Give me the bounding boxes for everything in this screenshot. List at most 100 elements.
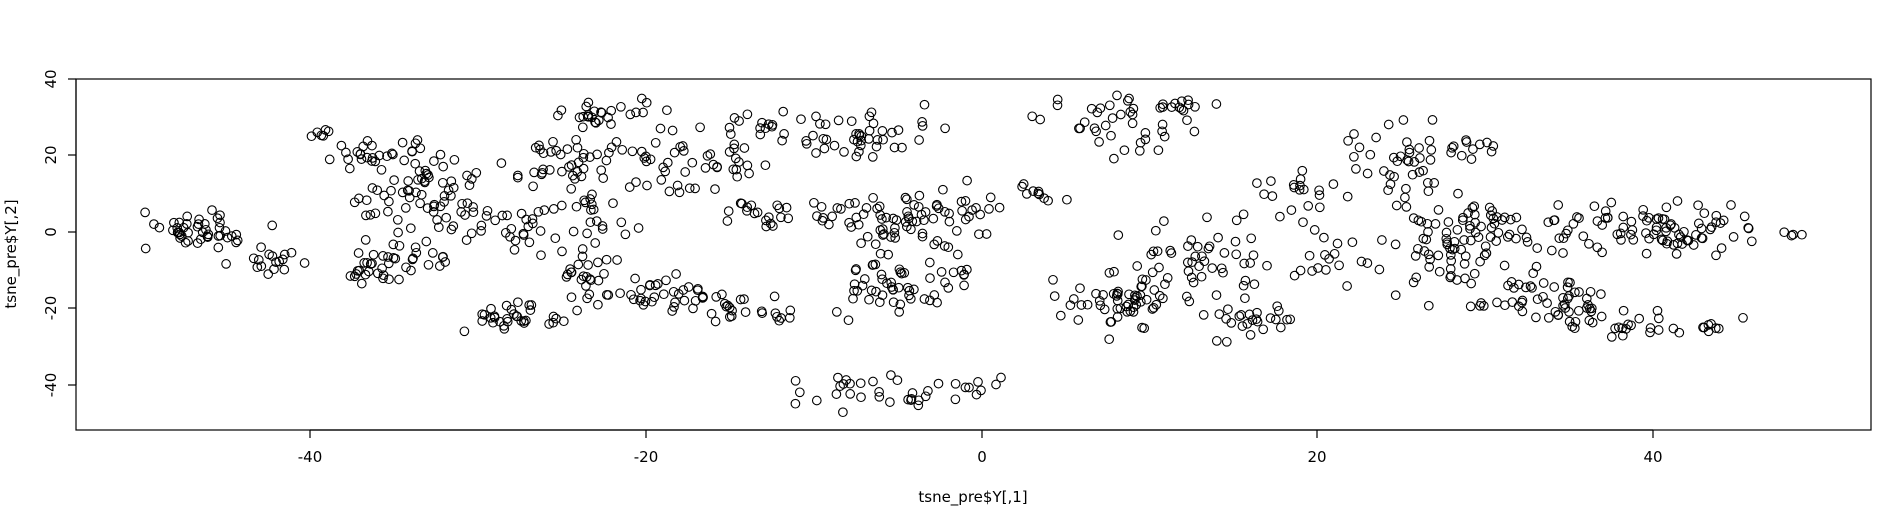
data-point bbox=[1543, 217, 1554, 228]
data-point bbox=[1538, 291, 1548, 302]
data-point bbox=[601, 254, 612, 265]
data-point bbox=[495, 316, 505, 327]
data-point bbox=[231, 229, 242, 240]
data-point bbox=[1410, 251, 1421, 261]
data-point bbox=[1651, 225, 1662, 236]
data-point bbox=[1424, 262, 1435, 272]
data-point bbox=[864, 294, 874, 305]
x-tick-label: 40 bbox=[1643, 448, 1662, 466]
data-point bbox=[429, 156, 439, 166]
data-point bbox=[1362, 168, 1373, 179]
data-point bbox=[1558, 233, 1569, 244]
data-point bbox=[1602, 213, 1613, 223]
data-point bbox=[1365, 149, 1376, 160]
data-point bbox=[1482, 137, 1492, 148]
data-point bbox=[667, 125, 678, 136]
data-point bbox=[944, 208, 954, 219]
data-point bbox=[433, 222, 444, 233]
data-point bbox=[1468, 144, 1478, 154]
data-point bbox=[567, 170, 578, 181]
data-point bbox=[680, 167, 691, 177]
data-point bbox=[437, 252, 448, 262]
data-point bbox=[1349, 151, 1359, 162]
data-point bbox=[593, 257, 603, 268]
data-point bbox=[1433, 250, 1444, 261]
data-point bbox=[523, 221, 534, 232]
data-point bbox=[874, 201, 885, 212]
data-point bbox=[831, 389, 842, 399]
data-point bbox=[1452, 224, 1463, 235]
data-point bbox=[768, 221, 778, 231]
data-point bbox=[900, 192, 911, 203]
data-point bbox=[1237, 321, 1248, 331]
data-point bbox=[1402, 137, 1412, 147]
data-point bbox=[1481, 248, 1492, 259]
data-point bbox=[362, 152, 372, 163]
data-point bbox=[1429, 178, 1440, 188]
data-point bbox=[587, 189, 597, 200]
data-point bbox=[399, 155, 410, 166]
data-point bbox=[670, 297, 680, 308]
data-point bbox=[1216, 263, 1227, 274]
data-point bbox=[1135, 137, 1146, 148]
data-point bbox=[1573, 305, 1584, 316]
data-point bbox=[611, 137, 622, 147]
data-point bbox=[1456, 150, 1467, 161]
data-point bbox=[684, 183, 695, 194]
data-point bbox=[1265, 313, 1276, 323]
data-point bbox=[577, 122, 588, 133]
data-point bbox=[1176, 96, 1187, 107]
data-point bbox=[1584, 238, 1594, 249]
data-point bbox=[688, 303, 698, 314]
data-point bbox=[397, 137, 408, 148]
data-point bbox=[252, 262, 263, 273]
data-point bbox=[1356, 256, 1367, 267]
data-point bbox=[414, 166, 425, 176]
data-point bbox=[616, 101, 626, 112]
data-point bbox=[149, 219, 159, 229]
data-point bbox=[606, 119, 616, 129]
data-point bbox=[1251, 314, 1262, 325]
data-point bbox=[1484, 202, 1495, 213]
data-point bbox=[1223, 304, 1233, 315]
data-point bbox=[864, 111, 875, 122]
data-point bbox=[1469, 209, 1480, 220]
data-point bbox=[471, 167, 482, 178]
data-point bbox=[360, 235, 371, 245]
data-point bbox=[511, 311, 522, 322]
data-point bbox=[1448, 141, 1459, 152]
data-point bbox=[586, 199, 597, 210]
data-point bbox=[1211, 99, 1222, 109]
data-point bbox=[439, 197, 449, 207]
data-point bbox=[702, 150, 713, 161]
data-point bbox=[550, 233, 561, 244]
data-point bbox=[874, 391, 885, 402]
data-point bbox=[1052, 94, 1063, 105]
data-point bbox=[939, 206, 950, 217]
data-point bbox=[566, 160, 577, 170]
data-point bbox=[984, 204, 994, 214]
data-point bbox=[1186, 272, 1197, 283]
data-point bbox=[1094, 137, 1104, 147]
data-point bbox=[1252, 178, 1262, 188]
data-point bbox=[900, 217, 911, 227]
data-point bbox=[411, 187, 421, 198]
data-point bbox=[1456, 244, 1467, 255]
data-point bbox=[1628, 234, 1639, 245]
data-point bbox=[564, 162, 574, 172]
data-point bbox=[1245, 330, 1256, 340]
data-point bbox=[423, 259, 434, 270]
data-point bbox=[367, 258, 377, 269]
data-point bbox=[742, 160, 753, 171]
data-point bbox=[833, 115, 844, 126]
data-point bbox=[1644, 233, 1654, 244]
y-tick-label: 40 bbox=[42, 69, 60, 88]
data-point bbox=[1458, 212, 1468, 223]
data-point bbox=[351, 269, 362, 279]
data-point bbox=[1668, 323, 1679, 334]
data-point bbox=[845, 378, 855, 389]
data-point bbox=[562, 144, 573, 154]
data-point bbox=[437, 177, 448, 188]
data-point bbox=[1703, 320, 1714, 330]
data-point bbox=[1441, 227, 1452, 238]
